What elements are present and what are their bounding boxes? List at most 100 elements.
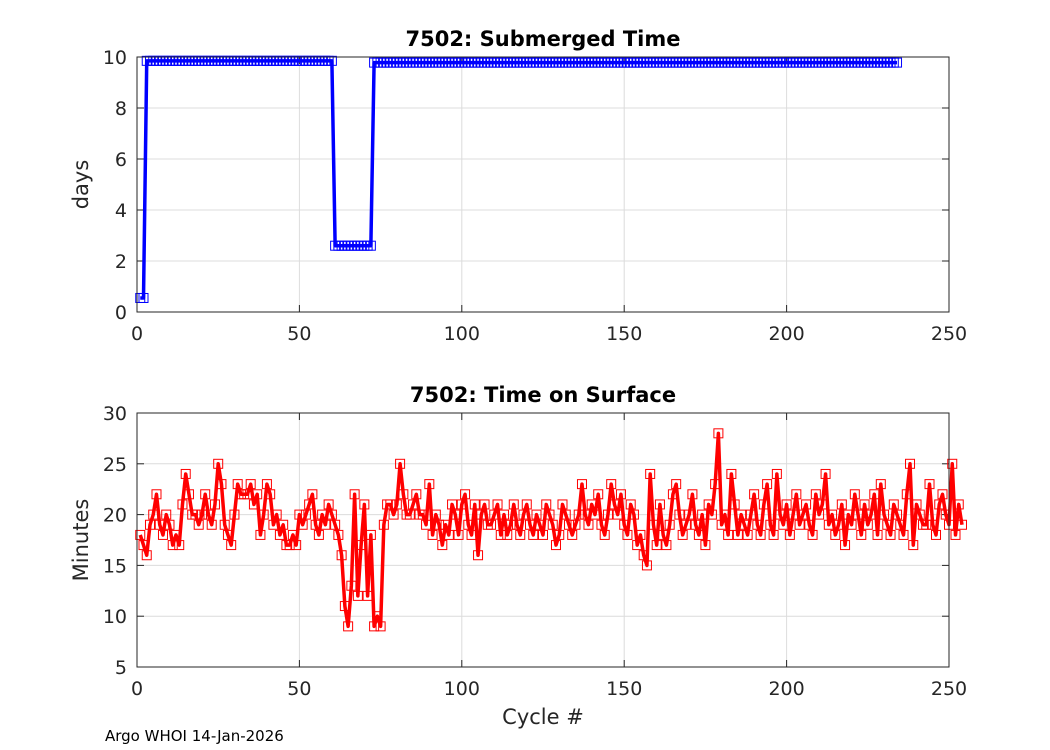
surface-time-point [252,489,263,500]
surface-time-point [232,479,243,490]
surface-time-point [830,529,841,540]
surface-time-ytick-label: 15 [103,555,127,577]
surface-time-point [736,509,747,520]
surface-time-point [528,529,539,540]
surface-time-plot-area [137,413,949,667]
surface-time-point [934,499,945,510]
surface-time-point [229,509,240,520]
surface-time-point [534,519,545,530]
surface-time-point [875,479,886,490]
surface-time-point [703,499,714,510]
surface-time-xtick-label: 250 [931,678,967,700]
surface-time-point [866,509,877,520]
surface-time-point [287,529,298,540]
surface-time-point [180,468,191,479]
surface-time-point [940,509,951,520]
surface-time-point [921,519,932,530]
submerged-time-point [365,240,376,251]
surface-time-point [573,509,584,520]
surface-time-ylabel: Minutes [69,499,93,582]
surface-time-point [680,519,691,530]
surface-time-point [586,499,597,510]
surface-time-point [294,509,305,520]
surface-time-point [901,489,912,500]
surface-time-point [563,519,574,530]
submerged-time-point [892,57,903,68]
surface-time-point [307,489,318,500]
surface-time-point [667,489,678,500]
surface-time-point [742,529,753,540]
surface-time-point [317,509,328,520]
surface-time-point [859,499,870,510]
surface-time-point [856,529,867,540]
surface-time-xtick-label: 100 [444,678,480,700]
surface-time-point [538,529,548,540]
surface-time-point [557,499,568,510]
surface-time-point [248,499,259,510]
surface-time-point [908,540,919,551]
surface-time-point [395,458,406,469]
submerged-time-ytick-label: 8 [115,98,127,120]
surface-time-point [196,509,207,520]
surface-time-point [326,509,337,520]
surface-time-point [570,519,581,530]
surface-time-point [911,499,922,510]
surface-time-point [723,529,734,540]
surface-time-point [284,540,295,551]
surface-time-point [706,509,717,520]
surface-time-point [499,509,510,520]
surface-time-point [489,509,500,520]
surface-time-point [398,489,409,500]
surface-time-point [843,509,854,520]
surface-time-point [336,550,347,561]
surface-time-point [892,509,903,520]
submerged-time-ytick-label: 0 [115,302,127,324]
surface-time-point [931,529,942,540]
surface-time-point [226,540,237,551]
surface-time-point [278,519,289,530]
surface-time-point [661,540,672,551]
surface-time-point [849,489,860,500]
surface-time-point [391,499,402,510]
surface-time-point [765,519,776,530]
surface-time-point [313,529,324,540]
surface-time-point [164,519,175,530]
surface-time-point [209,499,220,510]
surface-time-point [375,621,386,632]
surface-time-point [525,519,536,530]
surface-time-point [154,519,165,530]
surface-time-point [885,529,896,540]
surface-time-point [576,479,587,490]
surface-time-title: 7502: Time on Surface [410,383,676,407]
surface-time-point [710,479,721,490]
surface-time-point [758,499,769,510]
surface-time-point [823,519,834,530]
submerged-time-xtick-label: 100 [444,323,480,345]
surface-time-point [914,509,925,520]
surface-time-point [531,509,542,520]
surface-time-point [144,519,155,530]
surface-time-point [349,489,360,500]
surface-time-point [882,519,893,530]
surface-time-point [408,499,419,510]
submerged-time-xtick-label: 150 [606,323,642,345]
submerged-time-axes-frame [136,56,950,313]
surface-time-point [148,509,159,520]
surface-time-point [888,499,899,510]
surface-time-point [174,540,185,551]
surface-time-point [310,519,321,530]
footer-credit: Argo WHOI 14-Jan-2026 [105,727,284,745]
surface-time-point [810,489,821,500]
surface-time-point [947,458,958,469]
surface-time-point [729,499,740,510]
surface-time-xtick-label: 50 [287,678,311,700]
surface-time-point [784,529,795,540]
surface-time-point [606,479,617,490]
surface-time-point [544,509,555,520]
surface-time-point [739,519,750,530]
surface-time-point [869,489,880,500]
surface-time-point [505,519,516,530]
surface-time-point [612,509,623,520]
surface-time-point [385,499,396,510]
surface-time-point [840,540,851,551]
